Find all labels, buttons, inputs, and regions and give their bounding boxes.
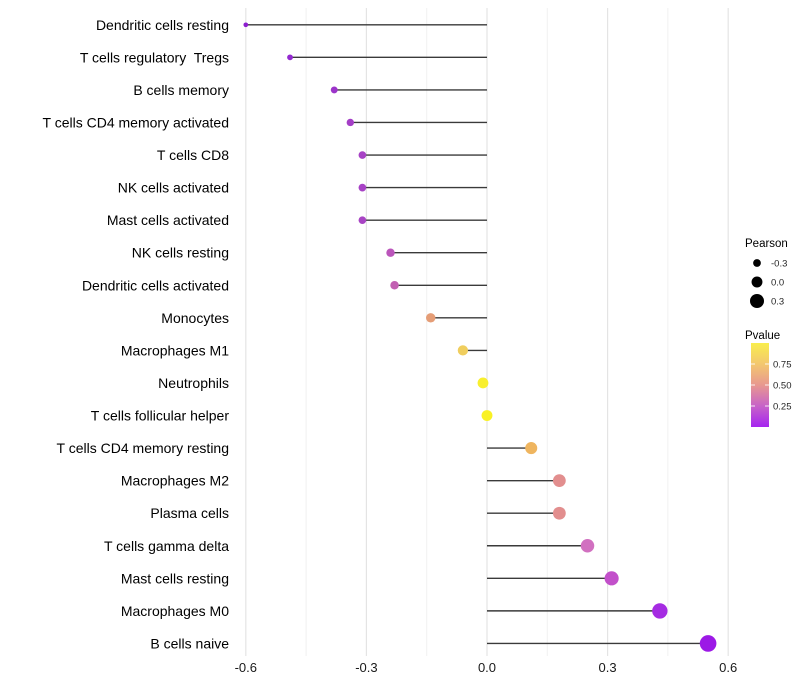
dot xyxy=(358,151,367,159)
lollipop-row: Mast cells resting xyxy=(121,570,619,586)
legend-pearson-items: -0.3 0.0 0.3 xyxy=(749,259,787,309)
row-label: Macrophages M1 xyxy=(121,342,229,358)
x-tick-label: -0.3 xyxy=(355,660,377,675)
legend-pearson-title: Pearson xyxy=(745,238,788,250)
row-label: T cells gamma delta xyxy=(104,538,229,554)
pearson-legend-label: 0.0 xyxy=(771,278,784,289)
lollipop-row: Plasma cells xyxy=(150,505,566,521)
row-label: Neutrophils xyxy=(158,375,229,391)
dot xyxy=(243,22,249,28)
pvalue-colorbar xyxy=(751,343,769,427)
dot xyxy=(699,635,717,652)
lollipop-row: T cells follicular helper xyxy=(91,408,493,424)
lollipop-row: Dendritic cells activated xyxy=(82,277,487,293)
lollipop-row: T cells gamma delta xyxy=(104,538,595,554)
dot xyxy=(604,571,619,586)
row-label: Plasma cells xyxy=(150,505,229,521)
row-label: T cells follicular helper xyxy=(91,408,230,424)
dot xyxy=(525,442,538,455)
lollipop-row: Macrophages M1 xyxy=(121,342,487,358)
dot xyxy=(346,118,355,127)
row-label: T cells CD8 xyxy=(157,147,229,163)
row-label: Macrophages M0 xyxy=(121,603,229,619)
x-tick-label: 0.0 xyxy=(478,660,496,675)
lollipop-row: Neutrophils xyxy=(158,375,489,391)
lollipop-row: T cells regulatory Tregs xyxy=(80,49,487,65)
lollipop-row: NK cells activated xyxy=(118,180,487,196)
pvalue-legend-label: 0.25 xyxy=(773,402,792,413)
row-label: Monocytes xyxy=(161,310,229,326)
dot xyxy=(552,506,566,520)
lollipop-row: Macrophages M0 xyxy=(121,603,668,619)
x-axis: -0.6 -0.3 0.0 0.3 0.6 xyxy=(235,660,738,675)
dot xyxy=(481,410,493,421)
dot xyxy=(457,345,469,356)
legend-pvalue-title: Pvalue xyxy=(745,330,780,342)
dot xyxy=(477,377,489,389)
x-tick-label: -0.6 xyxy=(235,660,257,675)
rows-layer: Dendritic cells resting T cells regulator… xyxy=(43,17,717,652)
row-label: T cells regulatory Tregs xyxy=(80,49,229,65)
row-label: Macrophages M2 xyxy=(121,473,229,489)
legend-pvalue: Pvalue 0.75 0.50 0.25 xyxy=(745,330,792,427)
row-label: B cells memory xyxy=(133,82,229,98)
pearson-legend-dot xyxy=(751,276,763,288)
dot xyxy=(386,248,395,257)
legend-pearson: Pearson -0.3 0.0 0.3 xyxy=(745,238,788,309)
lollipop-row: Dendritic cells resting xyxy=(96,17,487,33)
dot xyxy=(552,474,566,488)
lollipop-row: B cells naive xyxy=(150,635,717,652)
row-label: Dendritic cells activated xyxy=(82,277,229,293)
row-label: Mast cells resting xyxy=(121,570,229,586)
lollipop-row: Monocytes xyxy=(161,310,487,326)
dot xyxy=(425,313,436,323)
lollipop-row: NK cells resting xyxy=(132,245,487,261)
legend-pvalue-ticks: 0.75 0.50 0.25 xyxy=(751,360,792,413)
row-label: NK cells resting xyxy=(132,245,229,261)
row-label: B cells naive xyxy=(150,635,229,651)
row-label: NK cells activated xyxy=(118,180,229,196)
lollipop-row: Macrophages M2 xyxy=(121,473,566,489)
dot xyxy=(330,86,338,94)
lollipop-row: Mast cells activated xyxy=(107,212,487,228)
row-label: T cells CD4 memory resting xyxy=(57,440,229,456)
pearson-legend-dot xyxy=(753,259,761,267)
pearson-legend-label: -0.3 xyxy=(771,259,787,270)
pvalue-legend-label: 0.75 xyxy=(773,360,792,371)
x-tick-label: 0.6 xyxy=(719,660,737,675)
lollipop-row: T cells CD8 xyxy=(157,147,487,163)
lollipop-row: T cells CD4 memory activated xyxy=(43,114,487,130)
row-label: T cells CD4 memory activated xyxy=(43,114,229,130)
dot xyxy=(580,539,595,553)
dot xyxy=(358,183,367,192)
dot xyxy=(390,281,399,290)
row-label: Dendritic cells resting xyxy=(96,17,229,33)
row-label: Mast cells activated xyxy=(107,212,229,228)
dot xyxy=(358,216,367,224)
dot xyxy=(287,54,293,61)
dot xyxy=(652,603,668,619)
lollipop-row: B cells memory xyxy=(133,82,487,98)
pvalue-legend-label: 0.50 xyxy=(773,381,792,392)
pearson-legend-label: 0.3 xyxy=(771,297,784,308)
gridlines-layer xyxy=(245,8,729,656)
pearson-legend-dot xyxy=(749,293,765,309)
lollipop-row: T cells CD4 memory resting xyxy=(57,440,538,456)
x-tick-label: 0.3 xyxy=(599,660,617,675)
